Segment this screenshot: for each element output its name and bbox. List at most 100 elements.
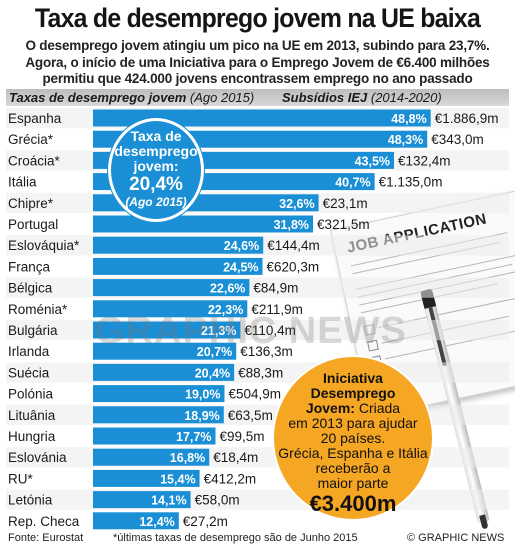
- subtitle-line-1: O desemprego jovem atingiu um pico na UE…: [25, 38, 490, 53]
- category-label: Roménia*: [8, 302, 68, 317]
- category-label: Letónia: [8, 493, 53, 508]
- bar-8: [93, 279, 250, 297]
- bar-14: [93, 406, 224, 424]
- category-label: Lituânia: [8, 408, 56, 423]
- subtitle: O desemprego jovem atingiu um pico na UE…: [0, 38, 515, 88]
- category-label: Polónia: [8, 387, 54, 402]
- subsidy-label: €412,2m: [204, 471, 257, 486]
- value-label: 15,4%: [160, 472, 195, 486]
- value-label: 22,3%: [208, 303, 243, 317]
- value-label: 24,5%: [223, 260, 258, 274]
- subsidy-label: €343,0m: [431, 132, 484, 147]
- category-label: Grécia*: [8, 132, 54, 147]
- value-label: 22,6%: [210, 282, 245, 296]
- watermark: GRAPHIC NEWS: [95, 310, 407, 352]
- category-label: RU*: [8, 471, 33, 486]
- footer-note: *últimas taxas de desemprego são de Junh…: [113, 532, 358, 544]
- bar-11: [93, 342, 237, 360]
- value-label: 14,1%: [151, 494, 186, 508]
- initiative-title-1: Iniciativa: [323, 370, 383, 386]
- row-stripe: [6, 511, 509, 531]
- initiative-text-7: receberão a: [315, 460, 391, 476]
- eu-average-label-1: Taxa de: [130, 128, 182, 144]
- category-label: Bulgária: [8, 323, 58, 338]
- eu-average-bubble: Taxa de desemprego jovem: 20,4% (Ago 201…: [108, 118, 204, 222]
- category-label: Suécia: [8, 365, 50, 380]
- subsidy-label: €27,2m: [183, 514, 228, 529]
- initiative-text-8: maior parte: [317, 475, 389, 491]
- category-label: Hungria: [8, 429, 56, 444]
- value-label: 43,5%: [355, 154, 390, 168]
- subsidy-label: €620,3m: [267, 259, 320, 274]
- header-subsidies-period: (2014-2020): [370, 90, 442, 105]
- category-label: França: [8, 259, 51, 274]
- category-label: Itália: [8, 175, 37, 190]
- initiative-amount: €3.400m: [309, 491, 397, 516]
- row-stripe: [6, 468, 509, 488]
- subsidy-label: €132,4m: [398, 153, 451, 168]
- footer-source: Fonte: Eurostat: [8, 532, 84, 544]
- bar-18: [93, 491, 191, 509]
- bar-0: [93, 109, 431, 127]
- value-label: 16,8%: [170, 451, 205, 465]
- bar-7: [93, 257, 263, 275]
- category-label: Bélgica: [8, 281, 53, 296]
- initiative-text-4: em 2013 para ajudar: [288, 415, 418, 431]
- value-label: 48,3%: [388, 133, 423, 147]
- page-title: Taxa de desemprego jovem na UE baixa: [34, 3, 481, 33]
- header-rates-period: (Ago 2015): [189, 90, 255, 105]
- value-label: 20,4%: [195, 366, 230, 380]
- subsidy-label: €211,9m: [251, 302, 303, 317]
- value-label: 31,8%: [274, 218, 309, 232]
- subtitle-line-2: Agora, o início de uma Iniciativa para o…: [25, 54, 490, 70]
- subsidy-label: €88,3m: [238, 365, 283, 380]
- initiative-text-3: Criada: [358, 400, 401, 416]
- value-label: 12,4%: [139, 515, 174, 529]
- value-label: 19,0%: [185, 388, 220, 402]
- bar-13: [93, 385, 225, 403]
- subsidy-label: €504,9m: [228, 387, 281, 402]
- bar-10: [93, 321, 241, 339]
- initiative-title-3: Jovem:: [305, 400, 355, 416]
- eu-average-period: (Ago 2015): [125, 195, 187, 209]
- subsidy-label: €18,4m: [213, 450, 258, 465]
- category-label: Portugal: [8, 217, 58, 232]
- subsidy-label: €110,4m: [244, 323, 296, 338]
- row-stripe: [6, 489, 509, 510]
- category-label: Irlanda: [8, 344, 50, 359]
- subsidy-label: €99,5m: [219, 429, 264, 444]
- eu-average-label-3: jovem:: [133, 158, 179, 174]
- subsidy-label: €23,1m: [323, 196, 368, 211]
- footer-credit: © GRAPHIC NEWS: [407, 532, 505, 544]
- value-label: 32,6%: [279, 197, 314, 211]
- subtitle-line-3: permitiu que 424.000 jovens encontrassem…: [42, 71, 473, 86]
- subsidy-label: €1.886,9m: [435, 111, 499, 126]
- category-label: Rep. Checa: [8, 514, 80, 529]
- value-label: 17,7%: [176, 430, 211, 444]
- subsidy-label: €1.135,0m: [379, 175, 443, 190]
- category-label: Espanha: [8, 111, 62, 126]
- subsidy-label: €144,4m: [267, 238, 320, 253]
- header-rates-label: Taxas de desemprego jovem: [9, 90, 187, 105]
- value-label: 40,7%: [335, 176, 370, 190]
- category-label: Eslováquia*: [8, 238, 80, 253]
- eu-average-label-2: desemprego: [114, 143, 198, 159]
- value-label: 21,3%: [201, 324, 236, 338]
- bar-12: [93, 363, 235, 381]
- bar-9: [93, 300, 248, 318]
- category-label: Eslovánia: [8, 450, 67, 465]
- value-label: 24,6%: [224, 239, 259, 253]
- subsidy-label: €136,3m: [240, 344, 293, 359]
- subsidy-label: €321,5m: [317, 217, 370, 232]
- initiative-text-6: Grécia, Espanha e Itália: [278, 445, 428, 461]
- value-label: 18,9%: [184, 409, 219, 423]
- header-rates: Taxas de desemprego jovem (Ago 2015): [9, 90, 254, 105]
- initiative-text-5: 20 países.: [320, 430, 386, 446]
- value-label: 20,7%: [197, 345, 232, 359]
- bar-17: [93, 469, 200, 487]
- header-subsidies: Subsídios IEJ (2014-2020): [282, 90, 442, 105]
- bar-19: [93, 512, 179, 530]
- subsidy-label: €84,9m: [253, 281, 298, 296]
